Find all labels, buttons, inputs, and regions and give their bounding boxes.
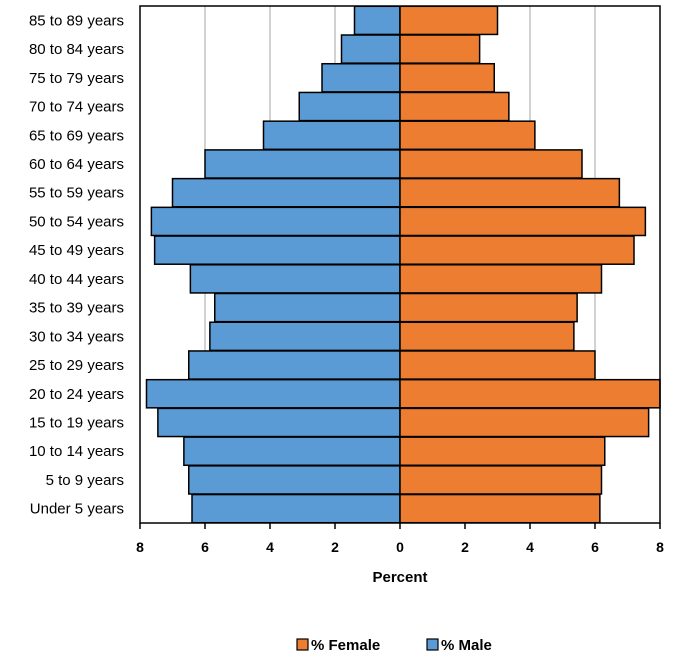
x-tick-label: 0	[396, 539, 404, 555]
bar-male	[209, 321, 401, 352]
x-tick-label: 4	[266, 539, 274, 555]
bar-male	[157, 407, 401, 438]
bar-male	[189, 264, 401, 294]
bar-female	[399, 378, 661, 409]
category-label: 40 to 44 years	[29, 271, 124, 288]
bar-male	[171, 177, 401, 208]
category-label: 25 to 29 years	[29, 357, 124, 374]
bar-male	[188, 350, 401, 380]
category-label: 80 to 84 years	[29, 41, 124, 58]
bar-female	[399, 350, 596, 380]
bar-male	[191, 493, 401, 524]
x-tick-label: 8	[656, 539, 664, 555]
bar-female	[399, 206, 647, 237]
bar-female	[399, 177, 621, 208]
x-axis-ticks: 8 6 4 2 0 2 4 6 8	[136, 523, 664, 555]
bar-female	[399, 62, 495, 93]
bar-female	[399, 292, 578, 323]
x-tick-label: 4	[526, 539, 534, 555]
category-label: 30 to 34 years	[29, 328, 124, 345]
bar-female	[399, 407, 650, 438]
bar-male	[340, 34, 401, 64]
bar-male	[321, 62, 401, 93]
bar-male	[183, 436, 401, 467]
x-tick-label: 2	[461, 539, 469, 555]
bar-female	[399, 5, 499, 36]
category-label: 85 to 89 years	[29, 12, 124, 29]
bar-female	[399, 34, 481, 64]
bar-male	[150, 206, 401, 237]
category-label: 45 to 49 years	[29, 242, 124, 259]
legend: % Female % Male	[296, 637, 492, 654]
category-labels: 85 to 89 years 80 to 84 years 75 to 79 yea…	[29, 12, 124, 517]
category-label: 55 to 59 years	[29, 185, 124, 202]
category-label: 75 to 79 years	[29, 70, 124, 87]
bar-female	[399, 493, 601, 524]
bar-male	[145, 378, 401, 409]
bar-male	[298, 91, 401, 122]
category-label: 65 to 69 years	[29, 127, 124, 144]
bar-female	[399, 436, 606, 467]
category-label: 50 to 54 years	[29, 213, 124, 230]
bar-female	[399, 264, 603, 294]
bar-male	[353, 5, 401, 36]
bar-female	[399, 91, 510, 122]
legend-label: % Female	[311, 637, 380, 654]
bar-female	[399, 321, 575, 352]
category-label: 70 to 74 years	[29, 99, 124, 116]
category-label: 35 to 39 years	[29, 300, 124, 317]
x-tick-label: 6	[591, 539, 599, 555]
bar-male	[214, 292, 401, 323]
bars	[145, 5, 661, 524]
bar-female	[399, 120, 536, 151]
x-tick-label: 6	[201, 539, 209, 555]
bar-male	[262, 120, 401, 151]
bar-female	[399, 235, 635, 265]
category-label: 60 to 64 years	[29, 156, 124, 173]
legend-swatch	[426, 638, 439, 651]
x-tick-label: 8	[136, 539, 144, 555]
bar-male	[153, 235, 401, 265]
legend-label: % Male	[441, 637, 492, 654]
category-label: 20 to 24 years	[29, 386, 124, 403]
x-axis-title: Percent	[372, 569, 427, 586]
bar-female	[399, 465, 603, 495]
category-label: 15 to 19 years	[29, 414, 124, 431]
legend-swatch	[296, 638, 309, 651]
category-label: Under 5 years	[30, 501, 124, 518]
bar-male	[204, 149, 401, 179]
category-label: 10 to 14 years	[29, 443, 124, 460]
bar-female	[399, 149, 583, 179]
bar-male	[188, 465, 401, 495]
x-tick-label: 2	[331, 539, 339, 555]
category-label: 5 to 9 years	[46, 472, 124, 489]
